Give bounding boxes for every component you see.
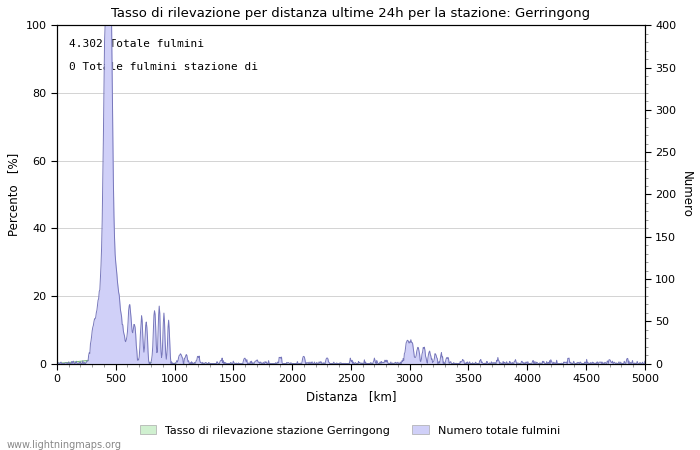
Text: 4.302 Totale fulmini: 4.302 Totale fulmini [69,39,204,49]
Legend: Tasso di rilevazione stazione Gerringong, Numero totale fulmini: Tasso di rilevazione stazione Gerringong… [135,421,565,440]
Title: Tasso di rilevazione per distanza ultime 24h per la stazione: Gerringong: Tasso di rilevazione per distanza ultime… [111,7,590,20]
Text: 0 Totale fulmini stazione di: 0 Totale fulmini stazione di [69,63,258,72]
Y-axis label: Percento   [%]: Percento [%] [7,153,20,236]
X-axis label: Distanza   [km]: Distanza [km] [306,390,396,403]
Y-axis label: Numero: Numero [680,171,693,218]
Text: www.lightningmaps.org: www.lightningmaps.org [7,440,122,450]
